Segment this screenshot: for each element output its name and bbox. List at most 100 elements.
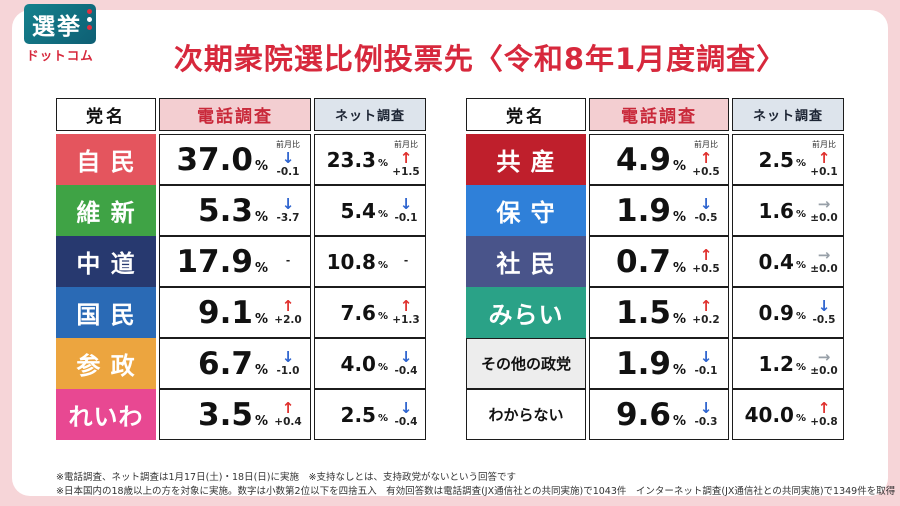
table-body-left: 自 民 37.0 % 前月比 ↓ -0.1 23.3 % 前月比 ↑ +1.5 … (56, 134, 426, 440)
percent-sign: % (377, 209, 388, 220)
net-change-value: -0.4 (394, 364, 418, 377)
net-change-value: ±0.0 (810, 262, 838, 275)
phone-change-arrow-icon: ↑ (281, 297, 295, 316)
party-name: その他の政党 (480, 355, 571, 373)
net-change-value: +1.5 (392, 165, 420, 178)
percent-sign: % (254, 261, 268, 276)
party-name-cell: わからない (466, 389, 586, 440)
net-change-arrow-icon: → (817, 348, 831, 367)
percent-sign: % (672, 261, 686, 276)
phone-change-value: +2.0 (274, 313, 302, 326)
net-change-indicator: ↓ -0.5 (809, 298, 839, 326)
percent-sign: % (672, 363, 686, 378)
net-survey-value: 1.2 (758, 351, 794, 376)
table-row: みらい 1.5 % ↑ +0.2 0.9 % ↓ -0.5 (466, 287, 844, 338)
net-survey-value: 2.5 (758, 147, 794, 172)
percent-sign: % (672, 414, 686, 429)
net-survey-value: 0.4 (758, 249, 794, 274)
phone-change-arrow-icon: ↓ (699, 195, 713, 214)
net-change-arrow-icon: ↓ (399, 399, 413, 418)
net-change-arrow-icon: → (817, 195, 831, 214)
prev-month-label: 前月比 (394, 140, 418, 150)
phone-change-arrow-icon: ↑ (699, 246, 713, 265)
phone-survey-cell: 37.0 % 前月比 ↓ -0.1 (159, 134, 311, 185)
prev-month-label: 前月比 (812, 140, 836, 150)
phone-change-value: -3.7 (276, 211, 300, 224)
phone-survey-cell: 5.3 % ↓ -3.7 (159, 185, 311, 236)
phone-change-value: - (285, 254, 291, 267)
net-survey-value: 4.0 (340, 351, 376, 376)
poll-tables: 党名 電話調査 ネット調査 自 民 37.0 % 前月比 ↓ -0.1 23.3… (0, 98, 900, 440)
percent-sign: % (795, 260, 806, 271)
phone-survey-cell: 6.7 % ↓ -1.0 (159, 338, 311, 389)
party-name-cell: 保 守 (466, 185, 586, 236)
net-change-arrow-icon: ↓ (399, 195, 413, 214)
phone-change-indicator: ↑ +2.0 (271, 297, 305, 326)
net-survey-value: 40.0 (744, 402, 794, 427)
net-change-value: -0.5 (812, 313, 836, 326)
net-survey-cell: 0.9 % ↓ -0.5 (732, 287, 844, 338)
phone-survey-value: 1.9 (616, 192, 671, 229)
table-row: 国 民 9.1 % ↑ +2.0 7.6 % ↑ +1.3 (56, 287, 426, 338)
percent-sign: % (377, 260, 388, 271)
table-row: 自 民 37.0 % 前月比 ↓ -0.1 23.3 % 前月比 ↑ +1.5 (56, 134, 426, 185)
percent-sign: % (377, 158, 388, 169)
party-name: みらい (488, 301, 564, 329)
table-row: れいわ 3.5 % ↑ +0.4 2.5 % ↓ -0.4 (56, 389, 426, 440)
phone-change-arrow-icon: ↓ (281, 148, 295, 167)
phone-survey-value: 0.7 (616, 243, 671, 280)
table-header-row: 党名 電話調査 ネット調査 (56, 98, 426, 131)
net-change-indicator: - (391, 254, 421, 267)
percent-sign: % (795, 158, 806, 169)
logo-text-top: 選挙 (32, 14, 82, 40)
logo-box: 選挙 (24, 4, 96, 44)
party-name-cell: 維 新 (56, 185, 156, 236)
phone-survey-cell: 1.9 % ↓ -0.1 (589, 338, 729, 389)
table-row: 参 政 6.7 % ↓ -1.0 4.0 % ↓ -0.4 (56, 338, 426, 389)
phone-survey-cell: 4.9 % 前月比 ↑ +0.5 (589, 134, 729, 185)
percent-sign: % (795, 362, 806, 373)
net-survey-cell: 2.5 % 前月比 ↑ +0.1 (732, 134, 844, 185)
phone-change-arrow-icon: ↑ (281, 399, 295, 418)
phone-survey-value: 1.9 (616, 345, 671, 382)
phone-change-indicator: ↓ -1.0 (271, 349, 305, 377)
phone-survey-value: 3.5 (198, 396, 253, 433)
party-name-cell: 社 民 (466, 236, 586, 287)
net-change-arrow-icon: ↑ (399, 297, 413, 316)
phone-change-value: -0.1 (694, 364, 718, 377)
net-change-value: - (403, 254, 409, 267)
party-name: 国 民 (76, 301, 136, 329)
net-survey-cell: 0.4 % → ±0.0 (732, 236, 844, 287)
table-row: その他の政党 1.9 % ↓ -0.1 1.2 % → ±0.0 (466, 338, 844, 389)
net-survey-value: 2.5 (340, 402, 376, 427)
phone-survey-value: 37.0 (176, 141, 253, 178)
senkyo-dotcom-logo: 選挙 ドットコム (10, 4, 110, 64)
footnote-line-2: ※日本国内の18歳以上の方を対象に実施。数字は小数第2位以下を四捨五入 有効回答… (56, 486, 896, 498)
percent-sign: % (672, 159, 686, 174)
net-change-arrow-icon: → (817, 246, 831, 265)
prev-month-label: 前月比 (694, 140, 718, 150)
phone-survey-cell: 1.5 % ↑ +0.2 (589, 287, 729, 338)
party-name: 保 守 (496, 199, 556, 227)
net-survey-cell: 5.4 % ↓ -0.1 (314, 185, 426, 236)
percent-sign: % (377, 413, 388, 424)
net-change-value: +1.3 (392, 313, 420, 326)
net-change-indicator: → ±0.0 (809, 348, 839, 377)
prev-month-label: 前月比 (276, 140, 300, 150)
net-survey-value: 1.6 (758, 198, 794, 223)
party-name-cell: その他の政党 (466, 338, 586, 389)
percent-sign: % (254, 312, 268, 327)
net-change-indicator: → ±0.0 (809, 195, 839, 224)
net-survey-cell: 7.6 % ↑ +1.3 (314, 287, 426, 338)
phone-change-arrow-icon: ↑ (699, 148, 713, 167)
table-row: 中 道 17.9 % - 10.8 % - (56, 236, 426, 287)
header-net-survey: ネット調査 (314, 98, 426, 131)
party-name: 共 産 (496, 148, 556, 176)
table-header-row: 党名 電話調査 ネット調査 (466, 98, 844, 131)
percent-sign: % (795, 311, 806, 322)
phone-change-indicator: 前月比 ↑ +0.5 (689, 140, 723, 178)
net-change-indicator: → ±0.0 (809, 246, 839, 275)
party-name: 社 民 (496, 250, 556, 278)
net-change-indicator: ↑ +1.3 (391, 297, 421, 326)
phone-change-value: -0.1 (276, 165, 300, 178)
